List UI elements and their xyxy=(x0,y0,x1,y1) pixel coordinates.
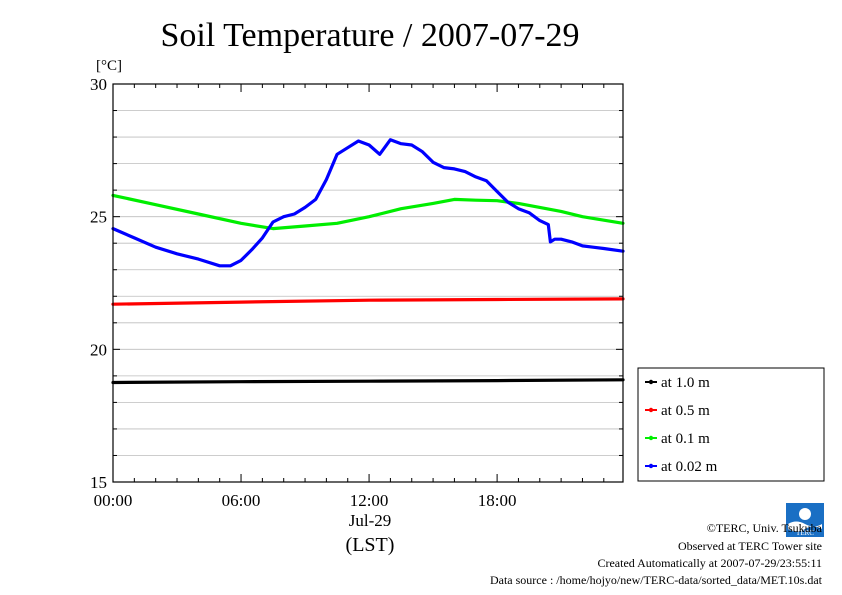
copyright-text: ©TERC, Univ. Tsukuba xyxy=(707,521,823,535)
series-line-4 xyxy=(111,138,625,268)
legend-marker xyxy=(648,407,654,413)
grid-lines xyxy=(113,110,623,456)
series-line-2 xyxy=(111,297,625,306)
legend-marker xyxy=(648,435,654,441)
x-tick-label: 00:00 xyxy=(94,491,133,510)
y-tick-label: 20 xyxy=(90,340,107,359)
series-group xyxy=(111,138,625,385)
logo-text: TERC xyxy=(796,529,814,537)
legend-label: at 0.02 m xyxy=(661,459,718,475)
legend-label: at 0.1 m xyxy=(661,431,710,447)
legend-marker xyxy=(648,379,654,385)
y-axis-unit-label: [°C] xyxy=(96,58,122,74)
terc-logo xyxy=(786,503,824,537)
observed-text: Observed at TERC Tower site xyxy=(678,539,822,553)
legend-marker xyxy=(648,463,654,469)
x-axis: 00:00 06:00 12:00 18:00 xyxy=(94,84,605,510)
data-source-text: Data source : /home/hojyo/new/TERC-data/… xyxy=(490,573,823,587)
legend: at 1.0 m at 0.5 m at 0.1 m at 0.02 m xyxy=(645,375,718,475)
plot-frame xyxy=(112,83,624,483)
y-axis: 15 20 25 30 xyxy=(90,75,623,492)
x-tick-label: 18:00 xyxy=(478,491,517,510)
y-tick-label: 30 xyxy=(90,75,107,94)
chart-title: Soil Temperature / 2007-07-29 xyxy=(160,17,579,54)
x-axis-label: (LST) xyxy=(346,534,395,556)
created-text: Created Automatically at 2007-07-29/23:5… xyxy=(597,556,822,570)
series-line-1 xyxy=(111,378,625,385)
legend-box xyxy=(637,367,825,482)
legend-label: at 1.0 m xyxy=(661,375,710,391)
y-tick-label: 15 xyxy=(90,473,107,492)
x-tick-label: 06:00 xyxy=(222,491,261,510)
x-tick-label: 12:00 xyxy=(350,491,389,510)
date-label: Jul-29 xyxy=(349,511,392,530)
legend-label: at 0.5 m xyxy=(661,403,710,419)
y-tick-label: 25 xyxy=(90,208,107,227)
series-line-3 xyxy=(111,193,625,231)
